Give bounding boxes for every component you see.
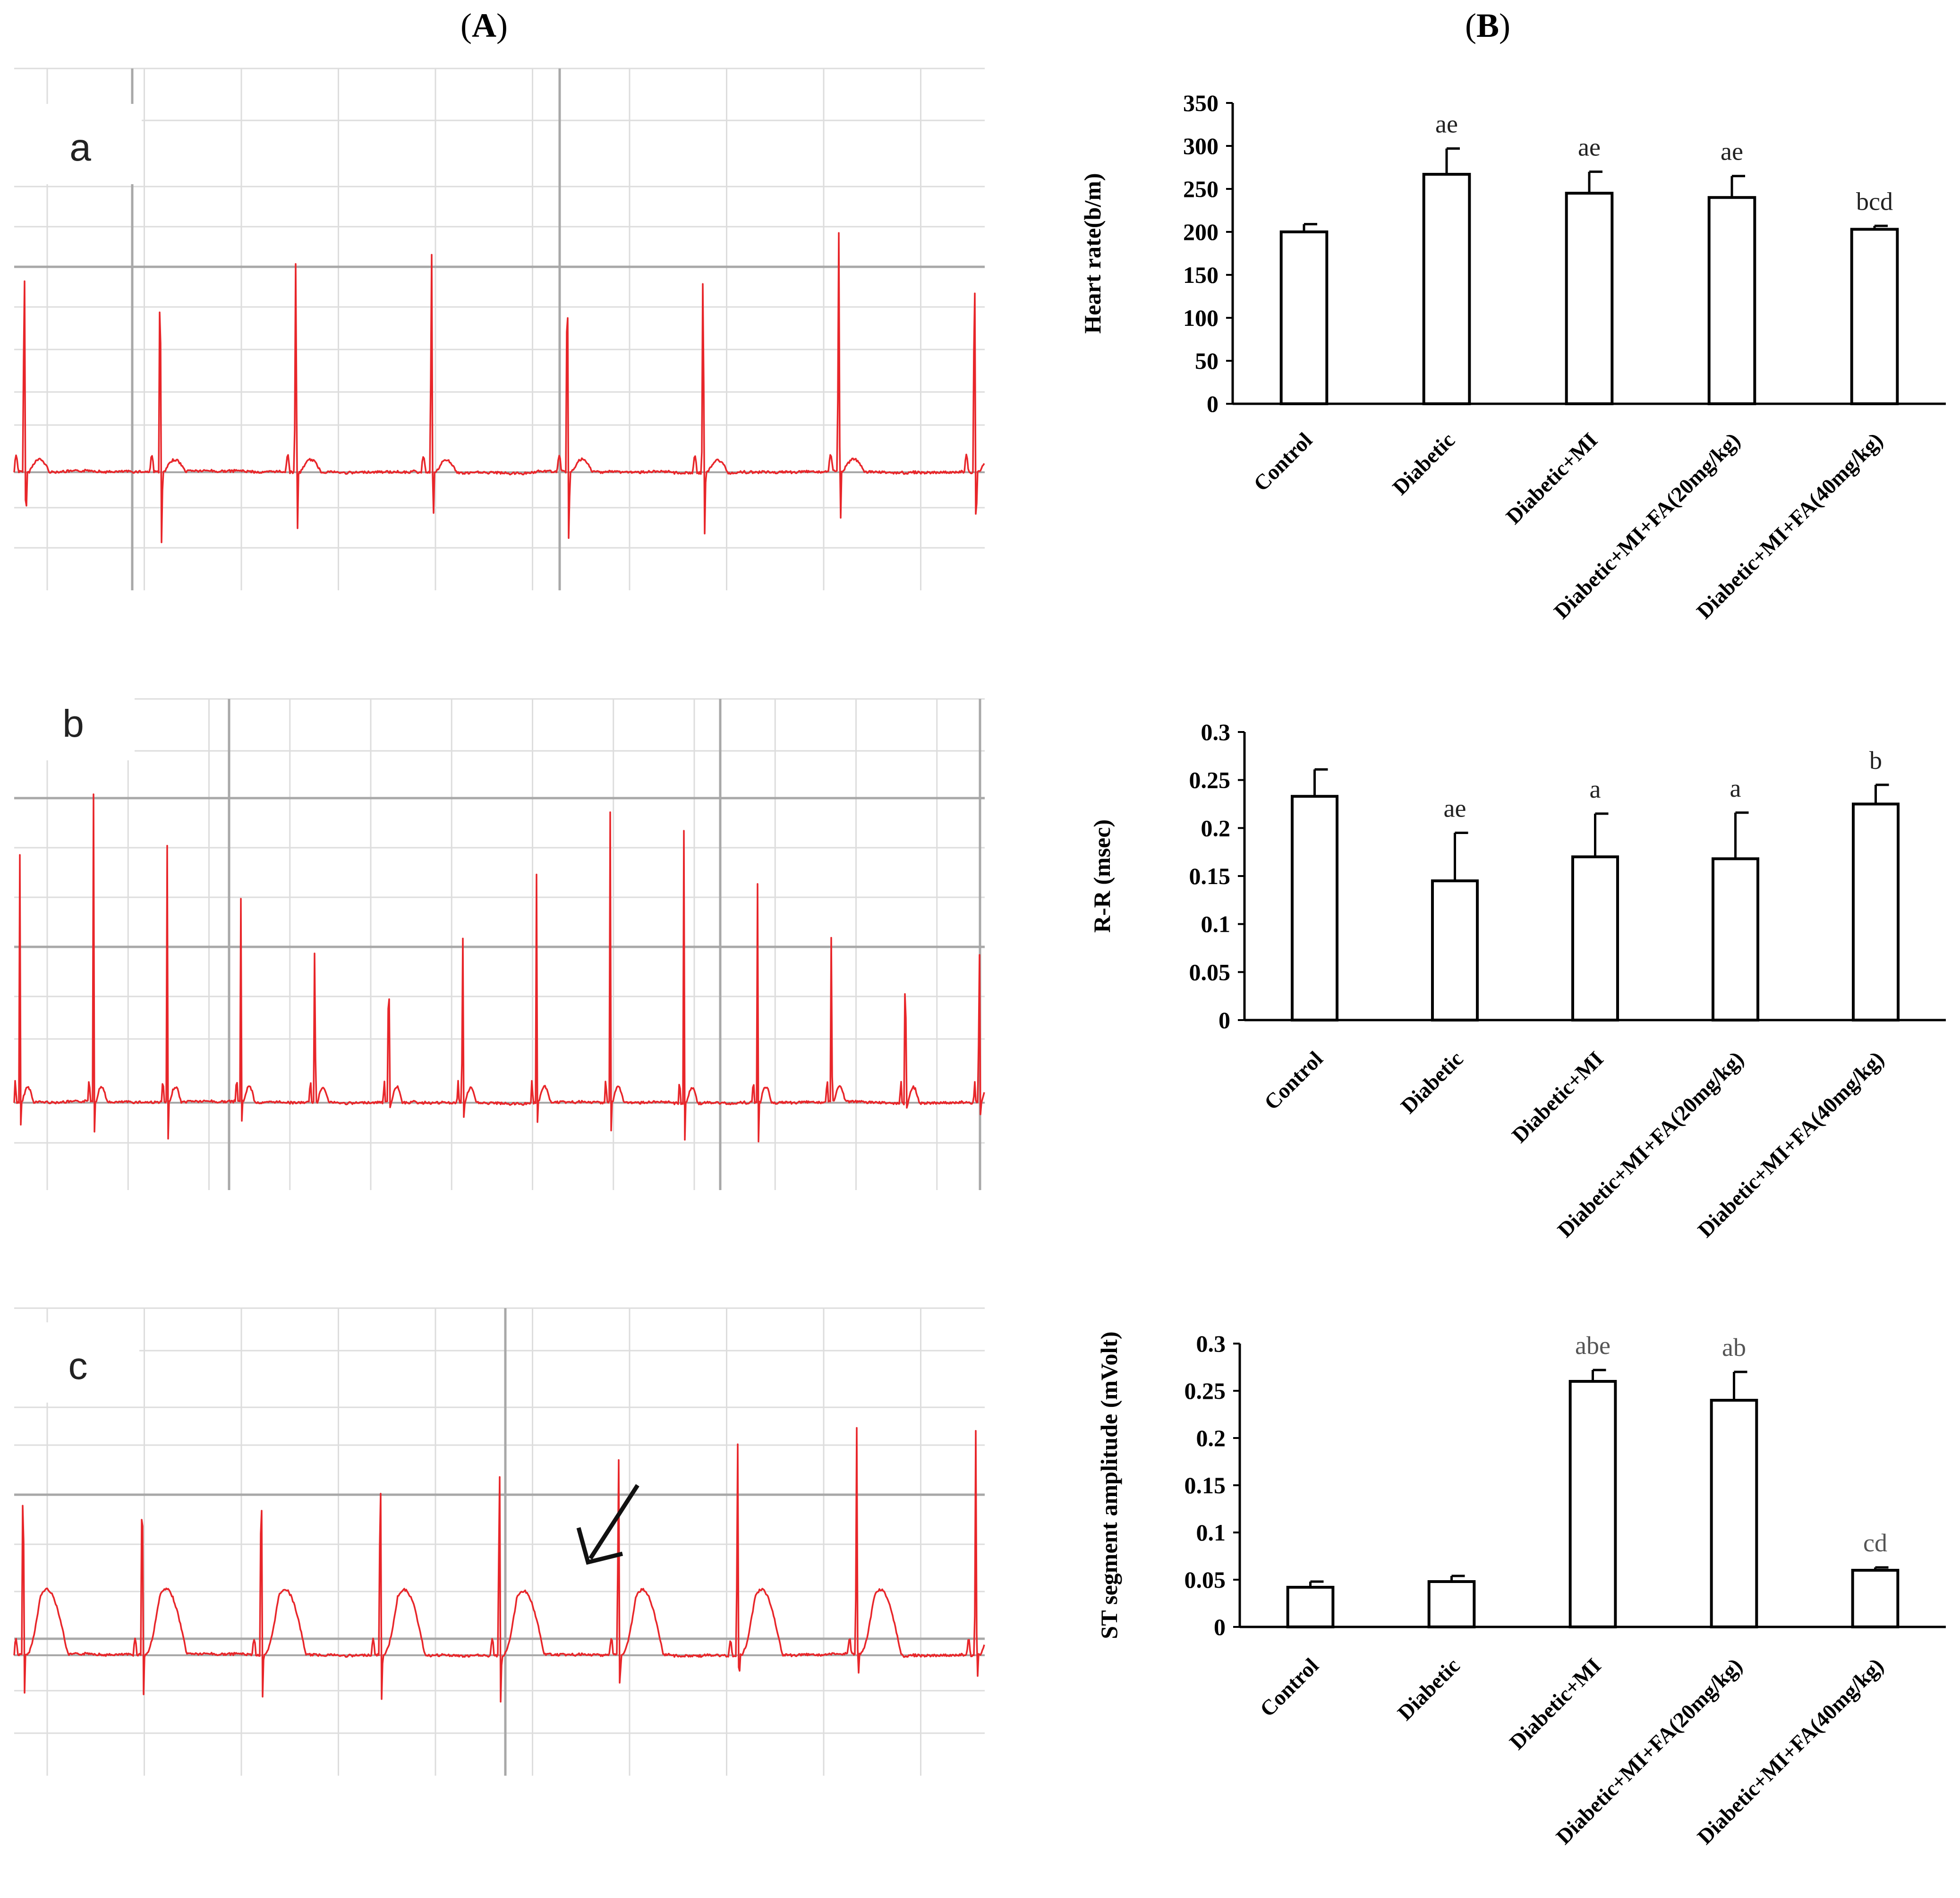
bar	[1427, 1580, 1476, 1628]
bar	[1571, 855, 1619, 1022]
bar	[1431, 879, 1479, 1021]
ecg-waveform	[13, 793, 985, 1143]
panel-label-b: (B)	[1465, 7, 1510, 44]
y-tick-label: 50	[1195, 348, 1219, 374]
y-tick-label: 0.2	[1201, 815, 1231, 841]
bar	[1851, 802, 1900, 1021]
y-tick-label: 0.1	[1201, 911, 1231, 937]
st-elevation-arrow-icon	[576, 1484, 639, 1565]
y-tick-label: 0.15	[1189, 863, 1231, 889]
ecg-trace-label: b	[62, 702, 84, 745]
y-tick-label: 0.2	[1196, 1425, 1226, 1451]
y-tick-label: 0	[1214, 1614, 1226, 1640]
y-tick-label: 350	[1183, 90, 1219, 116]
x-category-label: Diabetic+MI	[1501, 428, 1602, 529]
ecg-waveform	[13, 232, 985, 544]
significance-label: bcd	[1856, 187, 1893, 215]
significance-label: ae	[1435, 110, 1458, 138]
bar	[1711, 857, 1760, 1022]
y-tick-label: 100	[1183, 305, 1219, 331]
y-tick-label: 0.15	[1185, 1472, 1226, 1498]
ecg-trace-label: a	[69, 126, 91, 169]
x-category-label: Diabetic+MI	[1505, 1653, 1606, 1754]
y-axis-title: R-R (msec)	[1089, 819, 1115, 933]
significance-label: abe	[1575, 1331, 1611, 1360]
y-tick-label: 0.05	[1185, 1566, 1226, 1593]
y-tick-label: 0.3	[1201, 719, 1231, 745]
x-category-label: Control	[1255, 1653, 1323, 1721]
panel-label-a: (A)	[460, 7, 508, 44]
bar	[1286, 1586, 1335, 1628]
y-tick-label: 0.1	[1196, 1519, 1226, 1546]
bar	[1422, 173, 1471, 405]
significance-label: cd	[1863, 1529, 1887, 1557]
x-category-label: Diabetic	[1388, 428, 1459, 500]
significance-label: b	[1869, 746, 1882, 775]
x-category-label: Diabetic+MI	[1507, 1047, 1608, 1148]
x-category-label: Diabetic	[1396, 1047, 1468, 1118]
rr-interval-chart: 0 0.05 0.1 0.15 0.2 0.25 0.3 R-R (msec) Control a…	[1089, 719, 1946, 1242]
significance-label: a	[1590, 775, 1601, 803]
bar	[1851, 1569, 1900, 1628]
bar	[1707, 196, 1756, 405]
ecg-trace-label: c	[68, 1345, 88, 1387]
significance-label: a	[1730, 774, 1741, 802]
x-category-label: Control	[1260, 1047, 1328, 1115]
bar	[1290, 795, 1339, 1021]
ecg-grid	[14, 698, 985, 1190]
ecg-label-box	[7, 680, 135, 760]
bar	[1565, 192, 1614, 405]
y-axis-title: ST segment amplitude (mVolt)	[1096, 1331, 1122, 1639]
bar	[1710, 1399, 1758, 1628]
y-tick-label: 0.25	[1185, 1378, 1226, 1404]
significance-label: ae	[1721, 137, 1743, 166]
ecg-label-box	[12, 1322, 139, 1403]
y-tick-label: 0.25	[1189, 767, 1231, 793]
x-category-label: Diabetic	[1393, 1653, 1465, 1725]
y-tick-label: 300	[1183, 133, 1219, 159]
y-tick-label: 0	[1207, 391, 1219, 417]
y-tick-label: 250	[1183, 176, 1219, 202]
bar	[1568, 1380, 1617, 1628]
y-tick-label: 0.05	[1189, 959, 1231, 985]
ecg-trace-panel-b: b	[7, 680, 985, 1190]
ecg-waveform	[13, 1427, 985, 1703]
x-category-label: Control	[1249, 428, 1317, 496]
significance-label: ab	[1722, 1333, 1746, 1362]
bar	[1850, 228, 1899, 405]
ecg-trace-panel-a: a	[13, 68, 985, 590]
significance-label: ae	[1578, 133, 1601, 162]
bar	[1279, 230, 1329, 405]
st-segment-chart: 0 0.05 0.1 0.15 0.2 0.25 0.3 ST segment amplitu…	[1096, 1330, 1946, 1849]
y-tick-label: 150	[1183, 262, 1219, 288]
significance-label: ae	[1444, 794, 1466, 823]
ecg-trace-panel-c: c	[12, 1307, 985, 1776]
y-tick-label: 0.3	[1196, 1330, 1226, 1357]
y-axis-title: Heart rate(b/m)	[1079, 173, 1106, 333]
y-tick-label: 0	[1219, 1007, 1230, 1033]
ecg-label-box	[14, 104, 142, 184]
heart-rate-chart: 0 50 100 150 200 250 300 350 Heart rate(b/m) Cont…	[1079, 90, 1946, 623]
y-tick-label: 200	[1183, 219, 1219, 245]
